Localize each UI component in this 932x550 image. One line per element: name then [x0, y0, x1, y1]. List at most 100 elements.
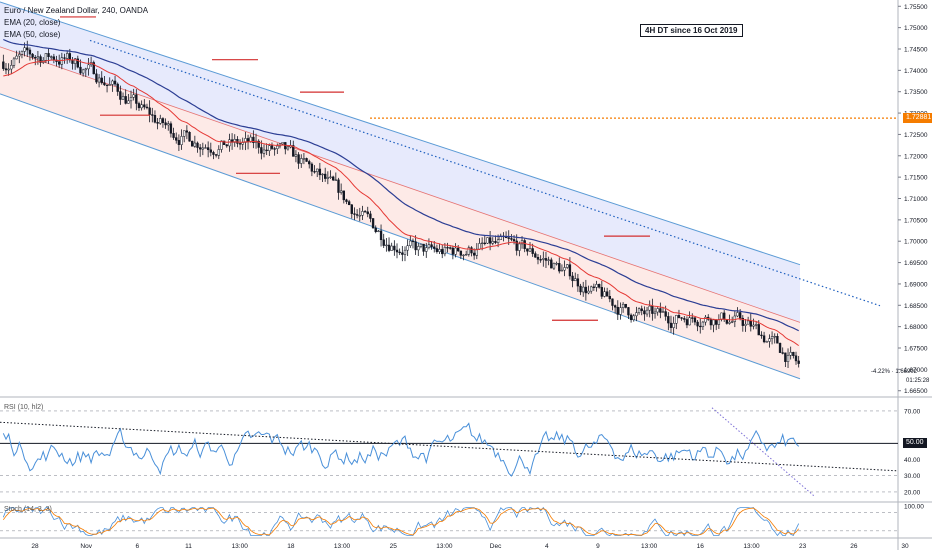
candle-body: [361, 211, 364, 216]
candle-body: [331, 176, 335, 181]
candle-body: [640, 308, 643, 311]
candle-body: [446, 247, 449, 249]
candle-body: [220, 140, 223, 150]
candle-body: [217, 149, 220, 156]
candle-body: [451, 247, 455, 255]
candle-body: [60, 57, 64, 65]
candle-body: [347, 201, 351, 206]
candle-body: [156, 122, 159, 124]
channel-upper-fill: [0, 2, 800, 323]
candle-body: [198, 147, 202, 150]
candle-body: [236, 139, 239, 144]
candle-body: [781, 352, 784, 354]
candle-body: [113, 80, 117, 85]
price-tick-label: 1.66500: [904, 388, 928, 395]
candle-body: [233, 139, 236, 143]
candle-body: [411, 240, 415, 243]
time-tick-label: 16: [697, 543, 705, 550]
candle-body: [752, 324, 755, 327]
candle-body: [129, 97, 133, 102]
candle-body: [169, 123, 173, 134]
candle-body: [79, 66, 82, 74]
candle-body: [464, 253, 468, 256]
candle-body: [483, 242, 486, 245]
candle-body: [28, 49, 32, 55]
candle-body: [552, 263, 556, 269]
candle-body: [249, 136, 252, 143]
candle-body: [252, 136, 255, 143]
price-tick-label: 1.75000: [904, 25, 928, 32]
price-tick-label: 1.71500: [904, 175, 928, 182]
candle-body: [592, 286, 596, 288]
candle-body: [536, 257, 540, 260]
candle-body: [68, 53, 72, 61]
candle-body: [574, 278, 577, 282]
candle-body: [262, 149, 266, 154]
candle-body: [667, 316, 670, 324]
candle-body: [776, 336, 779, 344]
candle-body: [749, 320, 752, 327]
candle-body: [430, 244, 433, 248]
rsi-line: [2, 422, 800, 477]
candle-body: [629, 314, 633, 321]
candle-body: [528, 248, 532, 252]
candle-body: [611, 298, 614, 306]
candle-body: [342, 190, 345, 201]
candle-body: [4, 68, 8, 71]
candle-body: [374, 227, 377, 232]
candle-body: [286, 146, 290, 150]
price-tick-label: 1.68000: [904, 324, 928, 331]
candle-body: [523, 240, 526, 249]
candle-body: [18, 54, 21, 57]
candle-body: [398, 251, 401, 254]
candle-body: [382, 239, 385, 246]
time-tick-label: 13:00: [334, 543, 351, 550]
candle-body: [480, 242, 484, 245]
candle-body: [12, 58, 16, 66]
candle-body: [645, 309, 649, 315]
candle-body: [73, 58, 77, 64]
candle-body: [693, 317, 697, 323]
candle-body: [409, 240, 412, 246]
candle-body: [127, 100, 130, 104]
candle-body: [457, 247, 460, 252]
candle-body: [720, 312, 723, 320]
candle-body: [180, 136, 183, 145]
candle-body: [744, 323, 747, 326]
candle-body: [608, 296, 611, 300]
candle-body: [584, 286, 588, 294]
candle-body: [544, 258, 548, 261]
candle-body: [621, 303, 625, 308]
candle-body: [294, 154, 298, 157]
candle-body: [318, 168, 322, 176]
candle-body: [222, 140, 226, 145]
candle-body: [664, 311, 667, 317]
candle-body: [201, 147, 205, 150]
candle-body: [576, 278, 580, 287]
stoch-tick-label: 100.00: [904, 504, 924, 511]
candle-body: [435, 248, 439, 252]
candle-body: [579, 285, 582, 293]
candle-body: [438, 249, 441, 252]
time-tick-label: 13:00: [641, 543, 658, 550]
price-tick-label: 1.69500: [904, 260, 928, 267]
candle-body: [680, 317, 683, 319]
candle-body: [358, 215, 361, 217]
rsi-tick-label: 20.00: [904, 489, 921, 496]
candle-body: [257, 140, 260, 148]
candle-body: [512, 239, 516, 242]
candle-body: [63, 57, 66, 59]
candle-body: [172, 133, 175, 138]
candle-body: [350, 204, 353, 214]
candle-body: [209, 149, 212, 153]
candle-body: [600, 287, 604, 297]
candle-body: [34, 57, 37, 59]
candle-body: [39, 56, 42, 63]
candle-body: [568, 264, 572, 277]
candle-body: [425, 247, 428, 252]
candle-body: [717, 319, 721, 325]
time-tick-label: 28: [31, 543, 39, 550]
candle-body: [406, 245, 409, 251]
annotation-label: 4H DT since 16 Oct 2019: [640, 24, 743, 37]
